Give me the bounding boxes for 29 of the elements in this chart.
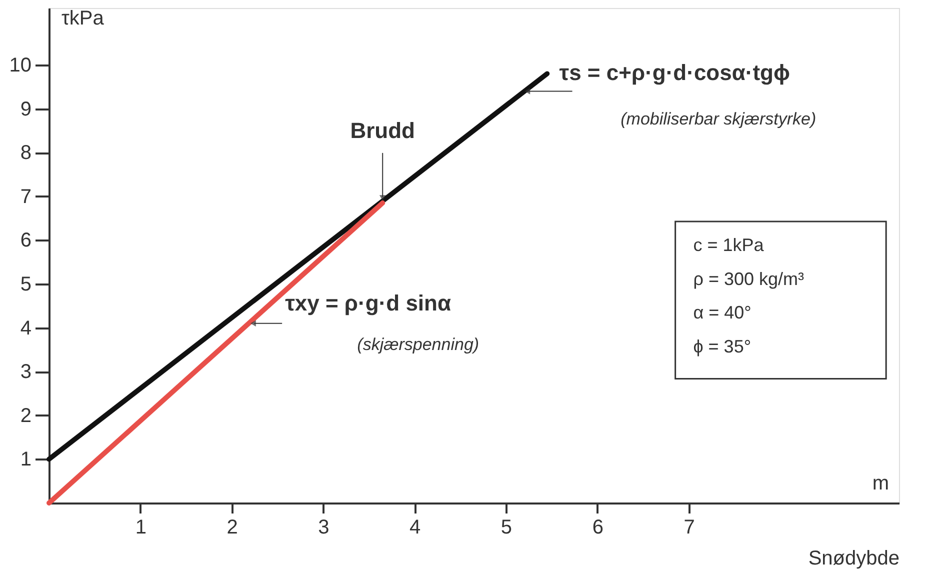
y-tick-label: 10: [9, 54, 32, 76]
annotation: ρ = 300 kg/m³: [693, 268, 804, 289]
annotation: ϕ = 35°: [693, 336, 752, 357]
annotation: τxy = ρ·g·d sinα: [285, 290, 452, 316]
annotation: (mobiliserbar skjærstyrke): [620, 110, 816, 129]
y-tick-label: 9: [20, 98, 32, 120]
x-tick-label: 3: [318, 516, 330, 538]
y-tick-label: 4: [20, 317, 32, 340]
y-axis-title: τkPa: [62, 8, 105, 30]
x-tick-label: 1: [135, 516, 146, 538]
annotation: m: [872, 472, 890, 495]
y-tick-label: 5: [20, 273, 32, 296]
x-tick-label: 6: [592, 516, 604, 538]
x-tick-label: 4: [410, 516, 421, 538]
x-tick-label: 5: [500, 516, 512, 538]
annotation: c = 1kPa: [693, 234, 765, 255]
y-tick-label: 6: [20, 230, 32, 252]
y-tick-label: 7: [20, 186, 32, 208]
x-tick-label: 2: [226, 516, 238, 538]
annotation: τs = c+ρ·g·d·cosα·tgϕ: [559, 60, 790, 86]
y-tick-label: 8: [20, 142, 32, 164]
y-tick-label: 2: [20, 404, 32, 427]
annotation: (skjærspenning): [357, 334, 480, 354]
x-tick-label: 7: [684, 516, 695, 538]
x-axis-title: Snødybde: [808, 548, 900, 570]
y-tick-label: 3: [20, 361, 32, 384]
annotation: α = 40°: [693, 302, 752, 323]
y-tick-label: 1: [20, 448, 32, 471]
annotation: Brudd: [350, 118, 415, 143]
